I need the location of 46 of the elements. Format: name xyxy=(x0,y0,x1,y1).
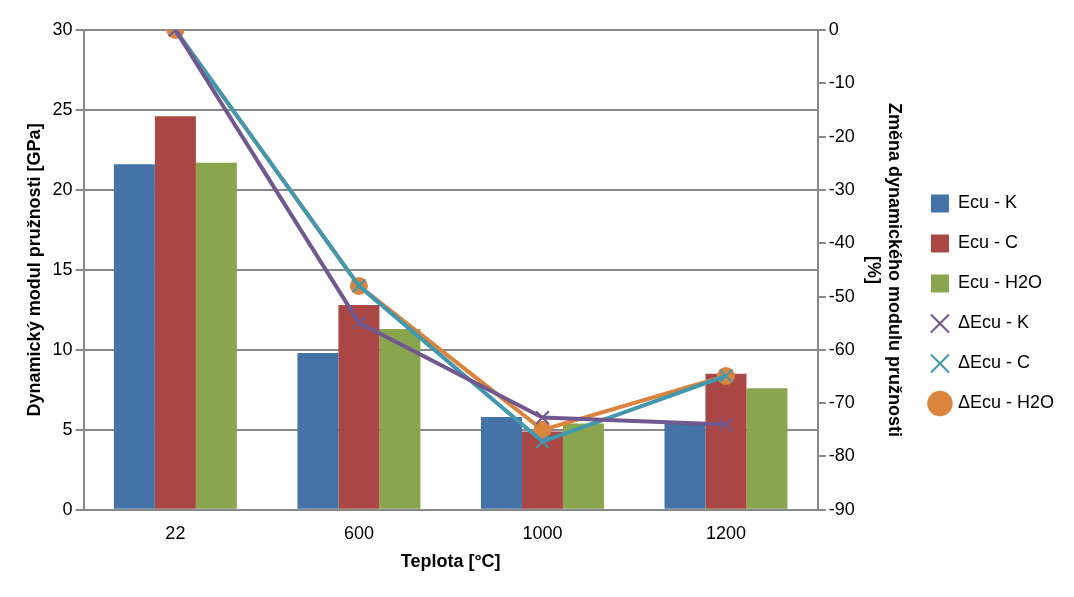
bar xyxy=(705,373,747,509)
y2-axis-title: Změna dynamického modulu pružnosti [%] xyxy=(863,102,906,437)
y2-tick-label: -40 xyxy=(828,232,855,253)
legend-label: ΔEcu - K xyxy=(957,312,1029,333)
x-tick-label: 600 xyxy=(343,522,374,543)
point xyxy=(535,434,550,449)
bar xyxy=(480,417,522,509)
bar xyxy=(562,423,604,509)
y-tick-label: 0 xyxy=(62,498,73,519)
point xyxy=(718,417,734,432)
x-tick-label: 1200 xyxy=(705,522,746,543)
y-tick-label: 25 xyxy=(52,98,73,119)
bar xyxy=(379,329,421,509)
y2-tick-label: -80 xyxy=(828,445,855,466)
y-axis-title: Dynamický modul pružnosti [GPa] xyxy=(23,123,44,417)
bar xyxy=(195,162,237,509)
bar xyxy=(746,388,788,509)
legend-label: Ecu - H2O xyxy=(957,272,1042,293)
legend-label: ΔEcu - H2O xyxy=(957,392,1054,413)
y-tick-label: 5 xyxy=(62,418,73,439)
legend-label: ΔEcu - C xyxy=(957,352,1030,373)
x-tick-label: 1000 xyxy=(522,522,563,543)
legend-label: Ecu - C xyxy=(957,232,1018,253)
legend-label: Ecu - K xyxy=(957,192,1017,213)
y-tick-label: 30 xyxy=(52,18,73,39)
bar xyxy=(664,423,706,509)
y2-tick-label: -20 xyxy=(828,125,855,146)
point xyxy=(351,315,367,331)
y2-tick-label: 0 xyxy=(828,18,839,39)
y2-tick-label: -50 xyxy=(828,285,855,306)
point xyxy=(535,410,550,425)
y2-tick-label: -10 xyxy=(828,72,855,93)
x-tick-label: 22 xyxy=(165,522,186,543)
y2-tick-label: -60 xyxy=(828,338,855,359)
y2-tick-label: -30 xyxy=(828,178,855,199)
bar xyxy=(297,353,339,509)
bar xyxy=(154,116,196,509)
x-axis-title: Teplota [°C] xyxy=(400,551,501,572)
y-tick-label: 15 xyxy=(52,258,73,279)
y-tick-label: 10 xyxy=(52,338,73,359)
bar xyxy=(113,164,155,509)
y2-tick-label: -90 xyxy=(828,498,855,519)
y-tick-label: 20 xyxy=(52,178,73,199)
y2-tick-label: -70 xyxy=(828,392,855,413)
bar xyxy=(338,305,380,509)
bar xyxy=(521,431,563,509)
